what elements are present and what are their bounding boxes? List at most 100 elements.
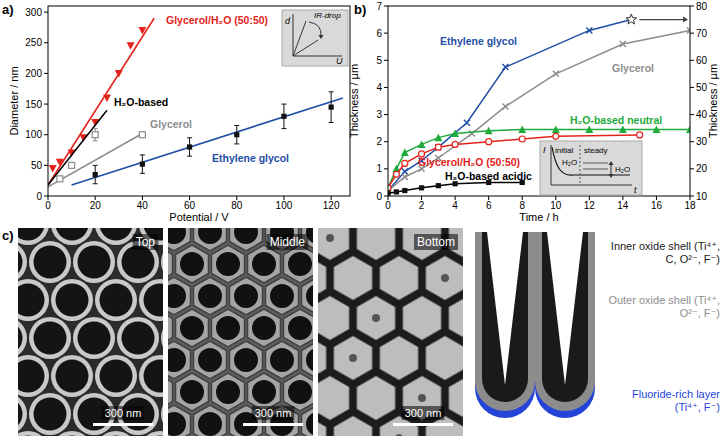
x-tick-label: 20 (90, 200, 102, 211)
layer-label: Fluoride-rich layer(Ti⁴⁺, F⁻) (632, 388, 720, 413)
tube-cell (176, 245, 209, 283)
figure: a)020406080100120050100150200250300Poten… (0, 0, 724, 440)
y2-tick-label: 70 (696, 28, 708, 39)
tube-dimple (418, 394, 426, 402)
tube-rim (51, 431, 93, 436)
series-label: Ethylene glycol (440, 35, 517, 47)
tube-dimple (441, 274, 449, 282)
marker (402, 174, 408, 180)
tube-pore (288, 252, 312, 276)
inset-annotation: H₂O (562, 158, 577, 167)
tube-cell (194, 341, 227, 379)
marker (464, 120, 470, 126)
x-tick-label: 10 (550, 200, 562, 211)
inset-line (293, 40, 318, 56)
inset-arrow-head (319, 35, 324, 39)
panel-letter: c) (2, 228, 14, 243)
tube-bottom (318, 296, 349, 340)
tube-rim (73, 317, 115, 359)
tube-bottom (380, 256, 418, 300)
tube-pore (306, 284, 313, 308)
tube-pore (216, 380, 240, 404)
x-tick-label: 8 (519, 200, 525, 211)
tube-cell (168, 341, 191, 379)
inset-arrow (611, 165, 612, 174)
text-patch (102, 406, 145, 420)
fit-line (72, 98, 343, 185)
y-tick (384, 60, 388, 61)
tube-pore (252, 380, 276, 404)
tube-bottom (357, 376, 395, 420)
tube-pore (234, 348, 258, 372)
x-tick-label: 60 (184, 200, 196, 211)
tube-pore (56, 360, 89, 393)
x-tick-label: 14 (617, 200, 629, 211)
tube-pore (18, 228, 45, 241)
tube-cell (194, 277, 227, 315)
tube-cell (176, 373, 209, 411)
tube-rim (139, 431, 163, 436)
tube-pore (56, 228, 89, 241)
y-tick-label: 150 (25, 99, 42, 110)
layer-label-line: Inner oxide shell (Ti⁴⁺, (611, 240, 720, 252)
axis-arrow-head (683, 17, 688, 23)
tube-bottom (334, 336, 372, 380)
tube-rim (95, 279, 137, 321)
marker (140, 162, 145, 167)
tube-pore (100, 360, 133, 393)
x-tick-label: 100 (276, 200, 293, 211)
tube-rim (139, 279, 163, 321)
tube-cell (194, 405, 227, 436)
tube-rim (18, 431, 49, 436)
tube-cell (248, 373, 281, 411)
error-bar (140, 155, 145, 173)
tube-pore (34, 246, 67, 279)
y2-tick (690, 87, 694, 88)
tube-pore (306, 412, 313, 436)
marker (452, 141, 458, 147)
tube-cell (302, 277, 314, 315)
marker (393, 171, 399, 177)
tube-bottom (334, 416, 372, 436)
error-bar (187, 138, 192, 156)
y2-tick (690, 60, 694, 61)
y2-tick (690, 141, 694, 142)
marker (637, 132, 643, 138)
y-tick-label: 5 (376, 55, 382, 66)
tube-cell (230, 341, 263, 379)
axis-arrow (639, 19, 687, 20)
x-tick-label: 2 (419, 200, 425, 211)
inset-axes (293, 14, 342, 56)
inset-phase: steady (584, 146, 608, 155)
y-tick (384, 196, 388, 197)
y2-tick (690, 168, 694, 169)
inset-annotation: H₂O (615, 165, 630, 174)
x-tick-label: 12 (584, 200, 596, 211)
inset-box (282, 10, 348, 66)
inset-axes (551, 145, 632, 185)
marker (93, 172, 98, 177)
marker (92, 132, 98, 138)
y-tick (384, 6, 388, 7)
sem-image (18, 228, 163, 436)
tube-rim (51, 279, 93, 321)
inset-arrow-head (609, 161, 614, 165)
marker (502, 64, 508, 70)
marker (103, 94, 111, 102)
y-tick (44, 12, 48, 13)
x-tick-label: 120 (323, 200, 340, 211)
tube-cell (230, 228, 263, 251)
y2-tick-label: 10 (696, 191, 708, 202)
tube-pore (168, 348, 186, 372)
y-tick-label: 50 (31, 160, 43, 171)
tube-rim (161, 317, 163, 359)
inset-x-label: U (336, 56, 343, 66)
marker (626, 14, 636, 24)
scale-bar-label: 300 nm (255, 407, 292, 419)
tube-bottom (318, 228, 349, 260)
marker (686, 126, 690, 134)
tube-rim (29, 393, 71, 435)
tube-pore (18, 246, 23, 279)
tube-pore (144, 436, 164, 437)
inset-x-label: t (634, 185, 637, 195)
